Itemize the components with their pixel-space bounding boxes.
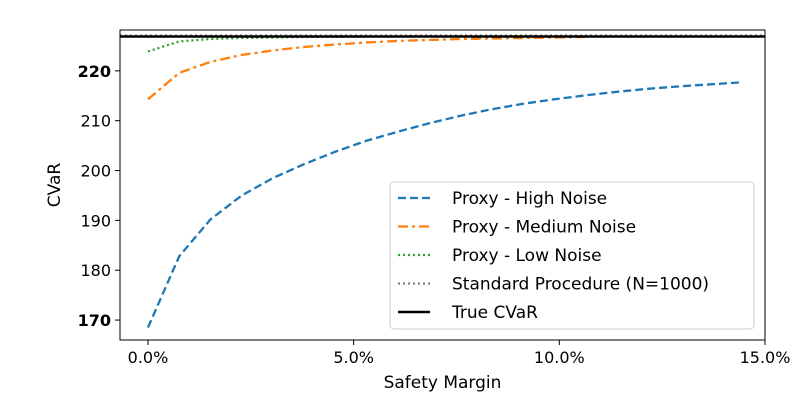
- legend-label-3: Standard Procedure (N=1000): [452, 275, 709, 295]
- legend-label-1: Proxy - Medium Noise: [452, 218, 636, 238]
- x-tick-label-2: 10.0%: [534, 348, 585, 367]
- legend-label-0: Proxy - High Noise: [452, 189, 607, 209]
- legend-box: [389, 181, 755, 330]
- y-tick-label-3: 200: [80, 162, 111, 181]
- x-axis-label: Safety Margin: [384, 373, 502, 393]
- y-tick-label-2: 190: [80, 211, 111, 230]
- y-tick-label-4: 210: [80, 112, 111, 131]
- y-tick-label-5: 220: [78, 62, 111, 81]
- series-layer: [120, 34, 765, 329]
- legend-label-2: Proxy - Low Noise: [452, 246, 602, 266]
- x-tick-label-1: 5.0%: [333, 348, 374, 367]
- y-tick-label-0: 170: [78, 311, 111, 330]
- y-axis-label: CVaR: [45, 163, 65, 208]
- series-line-1: [147, 35, 586, 101]
- plot-area-frame: [119, 29, 766, 341]
- legend-label-4: True CVaR: [451, 303, 538, 323]
- x-tick-label-0: 0.0%: [128, 348, 169, 367]
- legend: Proxy - High Noise Proxy - Medium Noise Pr…: [389, 181, 755, 330]
- y-tick-label-1: 180: [80, 261, 111, 280]
- series-line-0: [146, 81, 743, 329]
- ticks-layer: 0.0% 5.0% 10.0% 15.0% 170 180 190 200 210 220: [78, 62, 791, 367]
- x-tick-label-3: 15.0%: [740, 348, 791, 367]
